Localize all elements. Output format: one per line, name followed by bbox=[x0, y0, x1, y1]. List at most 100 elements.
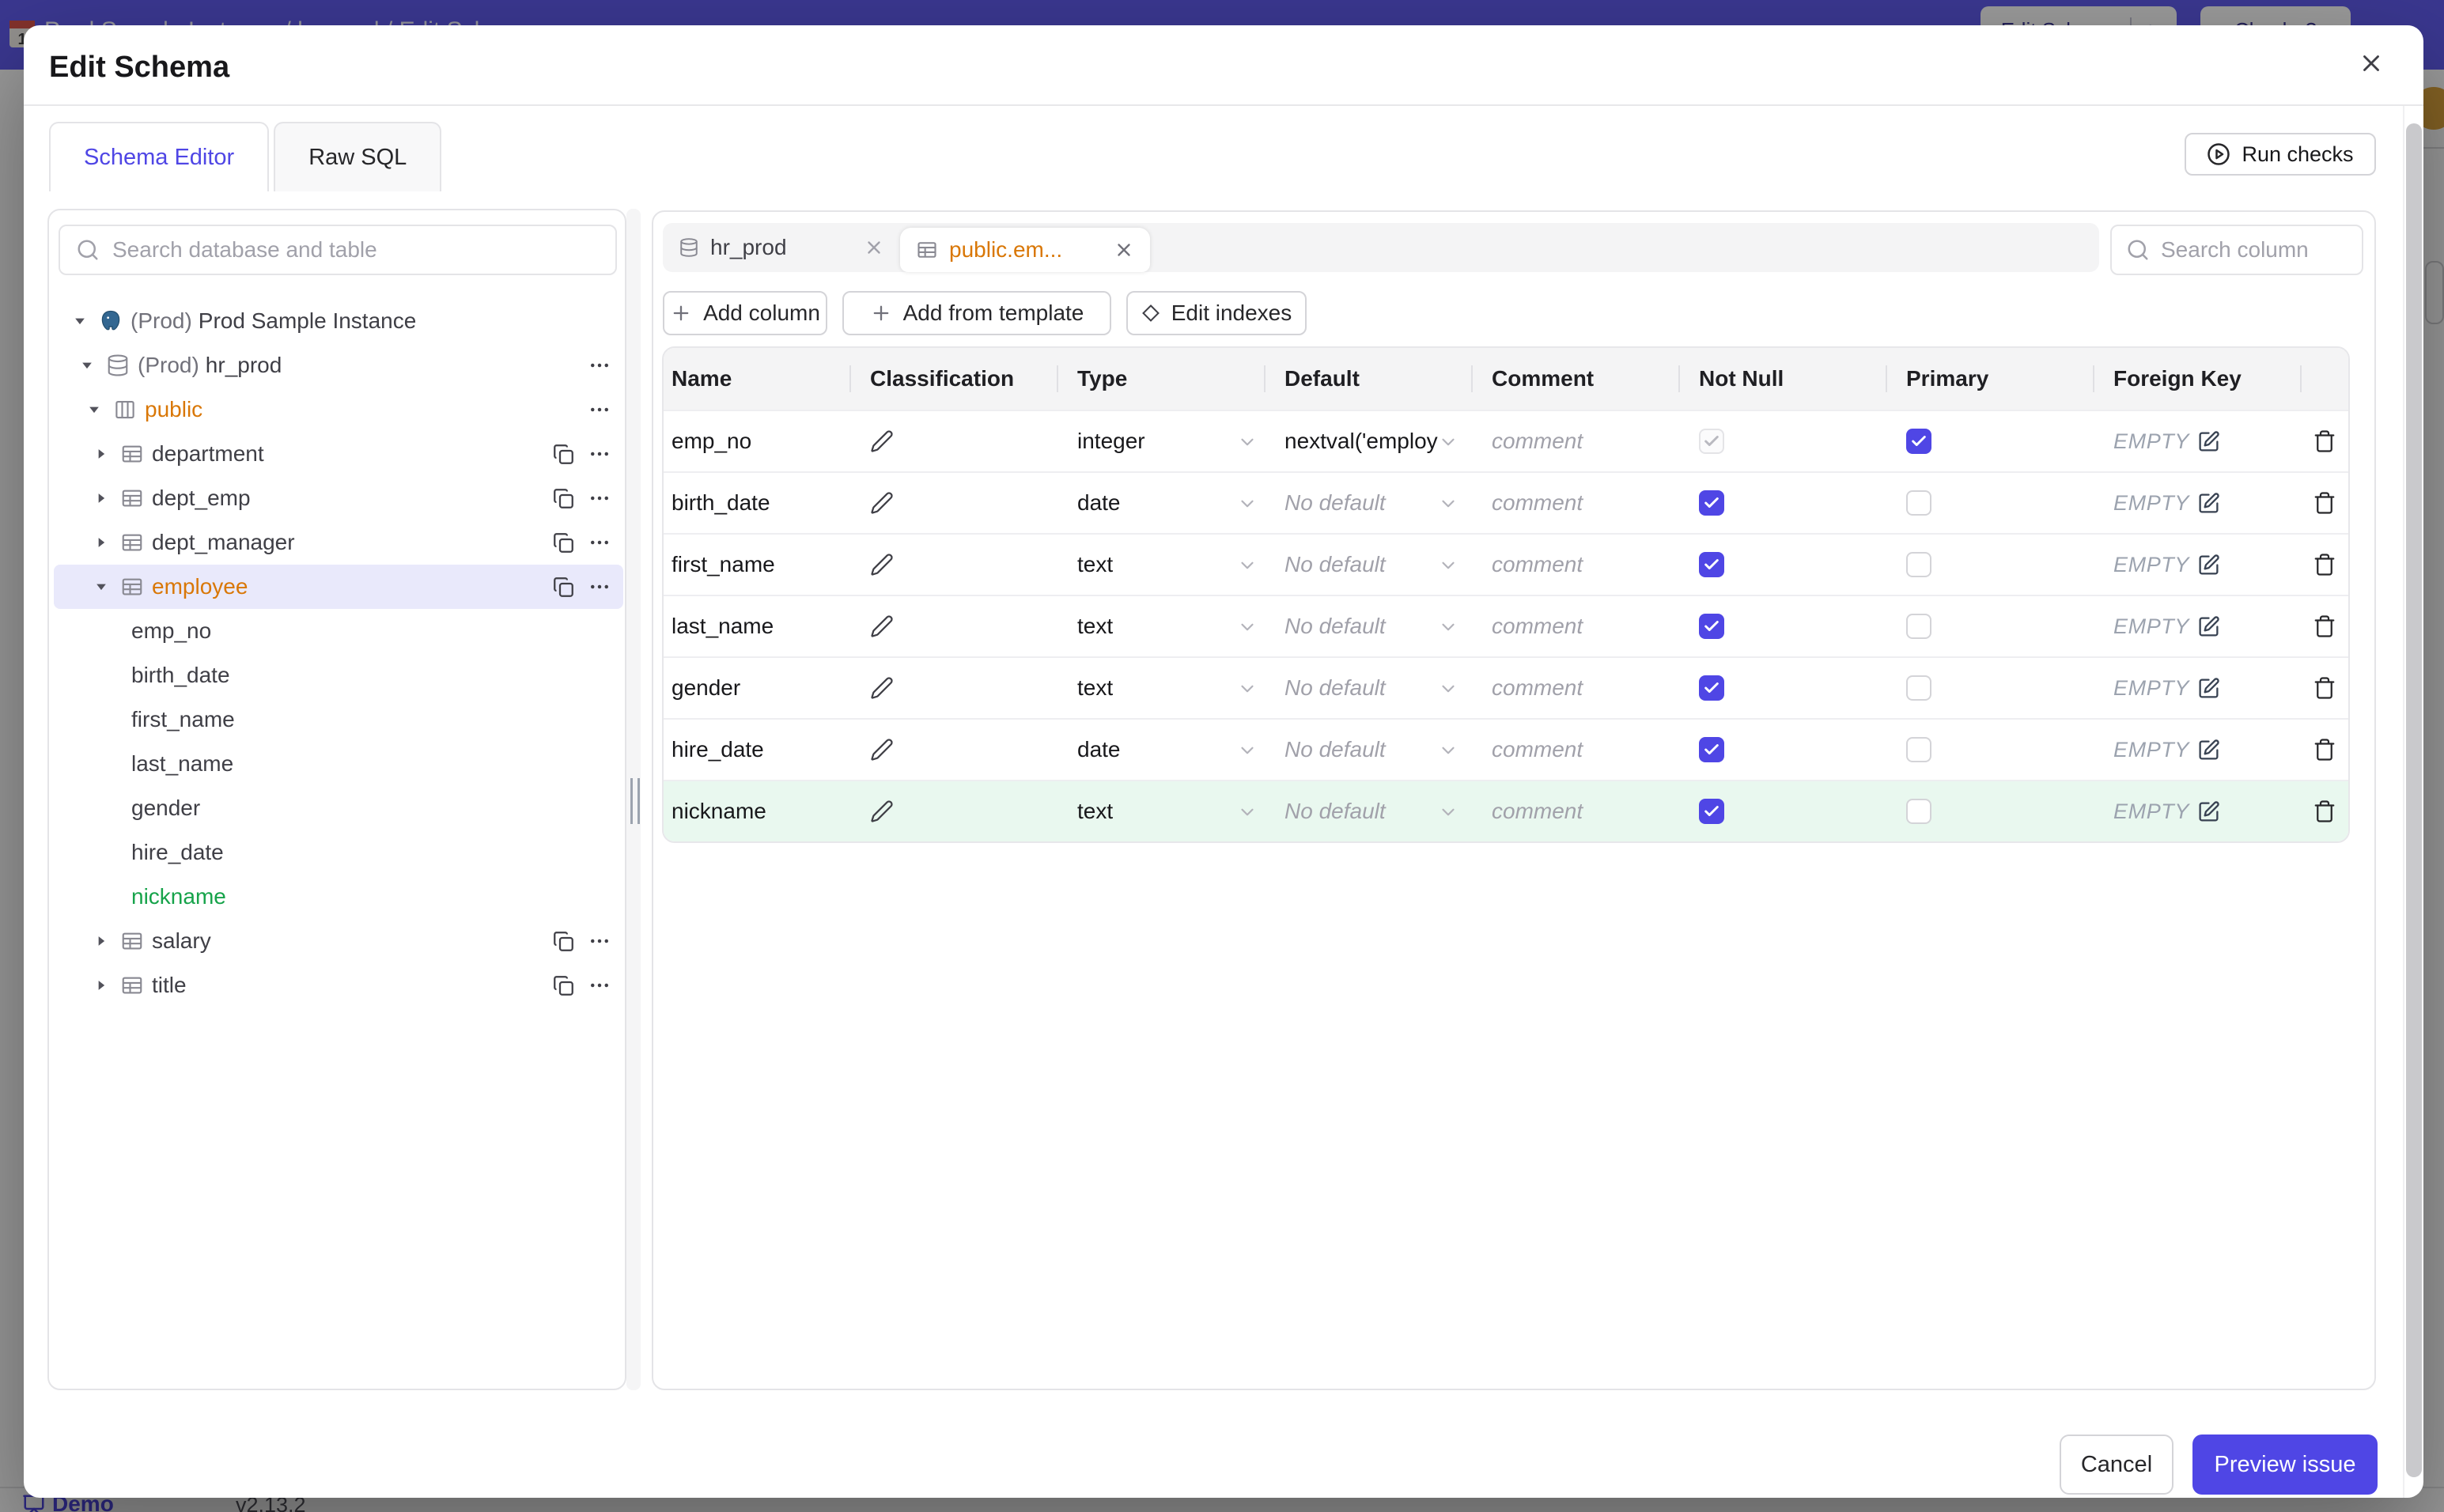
cell-name[interactable]: last_name bbox=[672, 614, 774, 638]
more-actions-icon[interactable] bbox=[588, 487, 611, 509]
cell-name[interactable]: nickname bbox=[672, 799, 766, 823]
caret-right-icon[interactable] bbox=[93, 490, 109, 506]
chevron-down-icon[interactable] bbox=[1237, 432, 1258, 452]
edit-foreign-key-icon[interactable] bbox=[2197, 554, 2220, 576]
checkbox-checked[interactable] bbox=[1699, 737, 1724, 762]
tree-item-gender[interactable]: gender bbox=[54, 786, 623, 830]
edit-foreign-key-icon[interactable] bbox=[2197, 430, 2220, 453]
cell-name[interactable]: first_name bbox=[672, 552, 775, 576]
column-search-field[interactable] bbox=[2110, 225, 2363, 275]
cell-type[interactable]: text bbox=[1057, 658, 1264, 718]
cell-default[interactable]: No default bbox=[1264, 781, 1471, 841]
checkbox-checked[interactable] bbox=[1699, 614, 1724, 639]
edit-classification-icon[interactable] bbox=[870, 799, 894, 823]
default-placeholder[interactable]: No default bbox=[1284, 799, 1386, 823]
checkbox-checked[interactable] bbox=[1699, 552, 1724, 577]
checkbox-checked[interactable] bbox=[1699, 799, 1724, 824]
default-placeholder[interactable]: No default bbox=[1284, 675, 1386, 700]
close-tab-icon[interactable] bbox=[1114, 240, 1134, 260]
tree-item-dept_emp[interactable]: dept_emp bbox=[54, 476, 623, 520]
tree-item-last_name[interactable]: last_name bbox=[54, 742, 623, 786]
edit-classification-icon[interactable] bbox=[870, 676, 894, 700]
caret-right-icon[interactable] bbox=[93, 977, 109, 993]
caret-down-icon[interactable] bbox=[86, 402, 102, 418]
close-icon[interactable] bbox=[2352, 44, 2390, 82]
edit-foreign-key-icon[interactable] bbox=[2197, 739, 2220, 762]
default-placeholder[interactable]: No default bbox=[1284, 490, 1386, 515]
cell-default[interactable]: No default bbox=[1264, 658, 1471, 718]
cell-type[interactable]: text bbox=[1057, 596, 1264, 656]
cell-type[interactable]: text bbox=[1057, 781, 1264, 841]
checkbox-checked[interactable] bbox=[1699, 490, 1724, 516]
cell-default[interactable]: nextval('employ bbox=[1264, 411, 1471, 471]
cell-comment[interactable]: comment bbox=[1492, 799, 1583, 823]
duplicate-icon[interactable] bbox=[553, 532, 574, 554]
checkbox-unchecked[interactable] bbox=[1906, 737, 1931, 762]
editor-tab-public.em...[interactable]: public.em... bbox=[900, 228, 1150, 272]
edit-foreign-key-icon[interactable] bbox=[2197, 615, 2220, 638]
cell-default[interactable]: No default bbox=[1264, 473, 1471, 533]
default-placeholder[interactable]: No default bbox=[1284, 614, 1386, 638]
add-column-button[interactable]: Add column bbox=[663, 291, 827, 335]
chevron-down-icon[interactable] bbox=[1438, 740, 1458, 761]
more-actions-icon[interactable] bbox=[588, 399, 611, 421]
close-tab-icon[interactable] bbox=[864, 237, 884, 258]
checkbox-checked[interactable] bbox=[1699, 675, 1724, 701]
tree-item-employee[interactable]: employee bbox=[54, 565, 623, 609]
cell-classification[interactable] bbox=[849, 781, 1057, 841]
preview-issue-button[interactable]: Preview issue bbox=[2192, 1435, 2378, 1495]
more-actions-icon[interactable] bbox=[588, 354, 611, 376]
delete-column-icon[interactable] bbox=[2313, 491, 2336, 515]
cell-type[interactable]: integer bbox=[1057, 411, 1264, 471]
cell-classification[interactable] bbox=[849, 720, 1057, 780]
cell-type[interactable]: date bbox=[1057, 473, 1264, 533]
cell-name[interactable]: gender bbox=[672, 675, 741, 700]
edit-classification-icon[interactable] bbox=[870, 614, 894, 638]
tree-item-department[interactable]: department bbox=[54, 432, 623, 476]
tree-item-hr_prod[interactable]: (Prod) hr_prod bbox=[54, 343, 623, 387]
delete-column-icon[interactable] bbox=[2313, 614, 2336, 638]
caret-down-icon[interactable] bbox=[79, 357, 95, 373]
tree-item-Prod Sample Instance[interactable]: (Prod) Prod Sample Instance bbox=[54, 299, 623, 343]
cell-comment[interactable]: comment bbox=[1492, 737, 1583, 762]
cell-default[interactable]: No default bbox=[1264, 720, 1471, 780]
cell-classification[interactable] bbox=[849, 473, 1057, 533]
more-actions-icon[interactable] bbox=[588, 930, 611, 952]
chevron-down-icon[interactable] bbox=[1237, 555, 1258, 576]
checkbox-unchecked[interactable] bbox=[1906, 614, 1931, 639]
more-actions-icon[interactable] bbox=[588, 576, 611, 598]
duplicate-icon[interactable] bbox=[553, 931, 574, 952]
cancel-button[interactable]: Cancel bbox=[2060, 1435, 2173, 1495]
checkbox-unchecked[interactable] bbox=[1906, 675, 1931, 701]
tab-schema-editor[interactable]: Schema Editor bbox=[49, 122, 270, 191]
tree-search-input[interactable] bbox=[112, 237, 600, 263]
delete-column-icon[interactable] bbox=[2313, 799, 2336, 823]
delete-column-icon[interactable] bbox=[2313, 553, 2336, 576]
tree-item-dept_manager[interactable]: dept_manager bbox=[54, 520, 623, 565]
chevron-down-icon[interactable] bbox=[1237, 740, 1258, 761]
chevron-down-icon[interactable] bbox=[1237, 493, 1258, 514]
default-value[interactable]: nextval('employ bbox=[1284, 429, 1438, 453]
cell-default[interactable]: No default bbox=[1264, 596, 1471, 656]
editor-tab-hr_prod[interactable]: hr_prod bbox=[663, 223, 900, 272]
cell-classification[interactable] bbox=[849, 596, 1057, 656]
caret-down-icon[interactable] bbox=[72, 313, 88, 329]
chevron-down-icon[interactable] bbox=[1438, 679, 1458, 699]
checkbox-checked[interactable] bbox=[1906, 429, 1931, 454]
chevron-down-icon[interactable] bbox=[1438, 432, 1458, 452]
cell-type[interactable]: date bbox=[1057, 720, 1264, 780]
chevron-down-icon[interactable] bbox=[1438, 802, 1458, 822]
edit-classification-icon[interactable] bbox=[870, 553, 894, 576]
edit-classification-icon[interactable] bbox=[870, 491, 894, 515]
tree-item-emp_no[interactable]: emp_no bbox=[54, 609, 623, 653]
edit-foreign-key-icon[interactable] bbox=[2197, 800, 2220, 823]
delete-column-icon[interactable] bbox=[2313, 676, 2336, 700]
chevron-down-icon[interactable] bbox=[1237, 802, 1258, 822]
duplicate-icon[interactable] bbox=[553, 975, 574, 996]
edit-foreign-key-icon[interactable] bbox=[2197, 677, 2220, 700]
checkbox-unchecked[interactable] bbox=[1906, 552, 1931, 577]
duplicate-icon[interactable] bbox=[553, 444, 574, 465]
cell-name[interactable]: emp_no bbox=[672, 429, 752, 453]
cell-type[interactable]: text bbox=[1057, 535, 1264, 595]
duplicate-icon[interactable] bbox=[553, 576, 574, 598]
